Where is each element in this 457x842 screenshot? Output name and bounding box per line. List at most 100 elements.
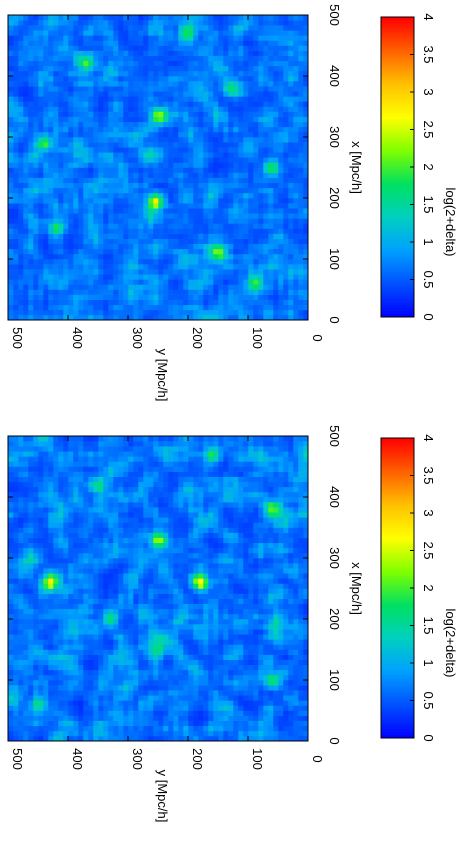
- heatmap-cell: [128, 91, 134, 97]
- heatmap-cell: [38, 111, 44, 117]
- heatmap-cell: [243, 715, 249, 721]
- heatmap-cell: [23, 213, 29, 219]
- heatmap-cell: [243, 131, 249, 138]
- heatmap-cell: [113, 96, 119, 102]
- heatmap-cell: [58, 50, 64, 56]
- heatmap-cell: [188, 208, 194, 214]
- heatmap-cell: [278, 223, 284, 229]
- heatmap-cell: [133, 309, 139, 316]
- heatmap-cell: [58, 35, 64, 41]
- heatmap-cell: [293, 674, 299, 681]
- heatmap-cell: [28, 669, 34, 676]
- heatmap-cell: [288, 259, 294, 265]
- heatmap-cell: [28, 710, 34, 716]
- heatmap-cell: [303, 35, 309, 41]
- heatmap-cell: [273, 730, 279, 737]
- heatmap-cell: [128, 106, 134, 112]
- heatmap-cell: [263, 309, 269, 316]
- heatmap-cell: [278, 314, 284, 321]
- heatmap-cell: [73, 30, 79, 36]
- heatmap-cell: [273, 25, 279, 31]
- heatmap-cell: [123, 40, 129, 46]
- heatmap-cell: [73, 674, 79, 681]
- heatmap-cell: [123, 20, 129, 26]
- heatmap-cell: [28, 233, 34, 239]
- heatmap-cell: [188, 248, 194, 255]
- heatmap-cell: [18, 116, 24, 123]
- heatmap-cell: [173, 96, 179, 102]
- heatmap-cell: [268, 35, 274, 41]
- heatmap-cell: [258, 289, 264, 295]
- heatmap-cell: [8, 259, 14, 265]
- heatmap-cell: [248, 639, 254, 645]
- heatmap-cell: [58, 659, 64, 666]
- heatmap-cell: [183, 45, 189, 51]
- heatmap-cell: [23, 269, 29, 275]
- heatmap-cell: [258, 644, 264, 650]
- heatmap-cell: [213, 111, 219, 117]
- heatmap-cell: [233, 162, 239, 168]
- heatmap-cell: [233, 674, 239, 681]
- heatmap-cell: [148, 142, 154, 148]
- heatmap-cell: [28, 639, 34, 645]
- heatmap-cell: [58, 167, 64, 173]
- heatmap-cell: [128, 690, 134, 696]
- heatmap-cell: [143, 55, 149, 62]
- heatmap-cell: [298, 289, 304, 295]
- heatmap-cell: [33, 639, 39, 645]
- heatmap-cell: [263, 644, 269, 650]
- heatmap-cell: [163, 147, 169, 153]
- heatmap-cell: [203, 157, 209, 163]
- heatmap-cell: [88, 65, 94, 72]
- heatmap-cell: [63, 735, 69, 742]
- heatmap-cell: [243, 50, 249, 56]
- heatmap-cell: [278, 289, 284, 295]
- heatmap-cell: [128, 213, 134, 219]
- heatmap-cell: [88, 690, 94, 696]
- heatmap-cell: [243, 177, 249, 184]
- heatmap-cell: [233, 720, 239, 727]
- heatmap-cell: [268, 81, 274, 87]
- heatmap-cell: [48, 142, 54, 148]
- heatmap-cell: [143, 243, 149, 250]
- heatmap-cell: [103, 192, 109, 199]
- heatmap-cell: [158, 198, 164, 204]
- heatmap-cell: [93, 284, 99, 290]
- heatmap-cell: [258, 157, 264, 163]
- heatmap-cell: [218, 639, 224, 645]
- heatmap-cell: [223, 111, 229, 117]
- heatmap-cell: [228, 203, 234, 209]
- heatmap-cell: [188, 700, 194, 706]
- heatmap-cell: [23, 243, 29, 250]
- heatmap-cell: [253, 30, 259, 36]
- heatmap-cell: [48, 654, 54, 660]
- heatmap-cell: [138, 705, 144, 711]
- heatmap-cell: [228, 45, 234, 51]
- heatmap-cell: [108, 659, 114, 666]
- heatmap-cell: [208, 264, 214, 270]
- heatmap-cell: [83, 182, 89, 189]
- heatmap-cell: [98, 157, 104, 163]
- heatmap-cell: [63, 705, 69, 711]
- heatmap-cell: [263, 228, 269, 234]
- heatmap-cell: [258, 198, 264, 204]
- heatmap-cell: [298, 208, 304, 214]
- heatmap-cell: [278, 126, 284, 133]
- heatmap-cell: [303, 81, 309, 87]
- heatmap-cell: [38, 182, 44, 189]
- heatmap-cell: [158, 674, 164, 681]
- heatmap-cell: [228, 70, 234, 77]
- heatmap-cell: [183, 674, 189, 681]
- heatmap-cell: [138, 55, 144, 62]
- heatmap-cell: [288, 735, 294, 742]
- heatmap-cell: [53, 218, 59, 224]
- heatmap-cell: [33, 264, 39, 270]
- heatmap-cell: [133, 198, 139, 204]
- heatmap-cell: [193, 674, 199, 681]
- heatmap-cell: [103, 314, 109, 321]
- heatmap-cell: [153, 30, 159, 36]
- heatmap-cell: [48, 20, 54, 26]
- heatmap-cell: [113, 20, 119, 26]
- heatmap-cell: [53, 680, 59, 686]
- heatmap-cell: [38, 680, 44, 686]
